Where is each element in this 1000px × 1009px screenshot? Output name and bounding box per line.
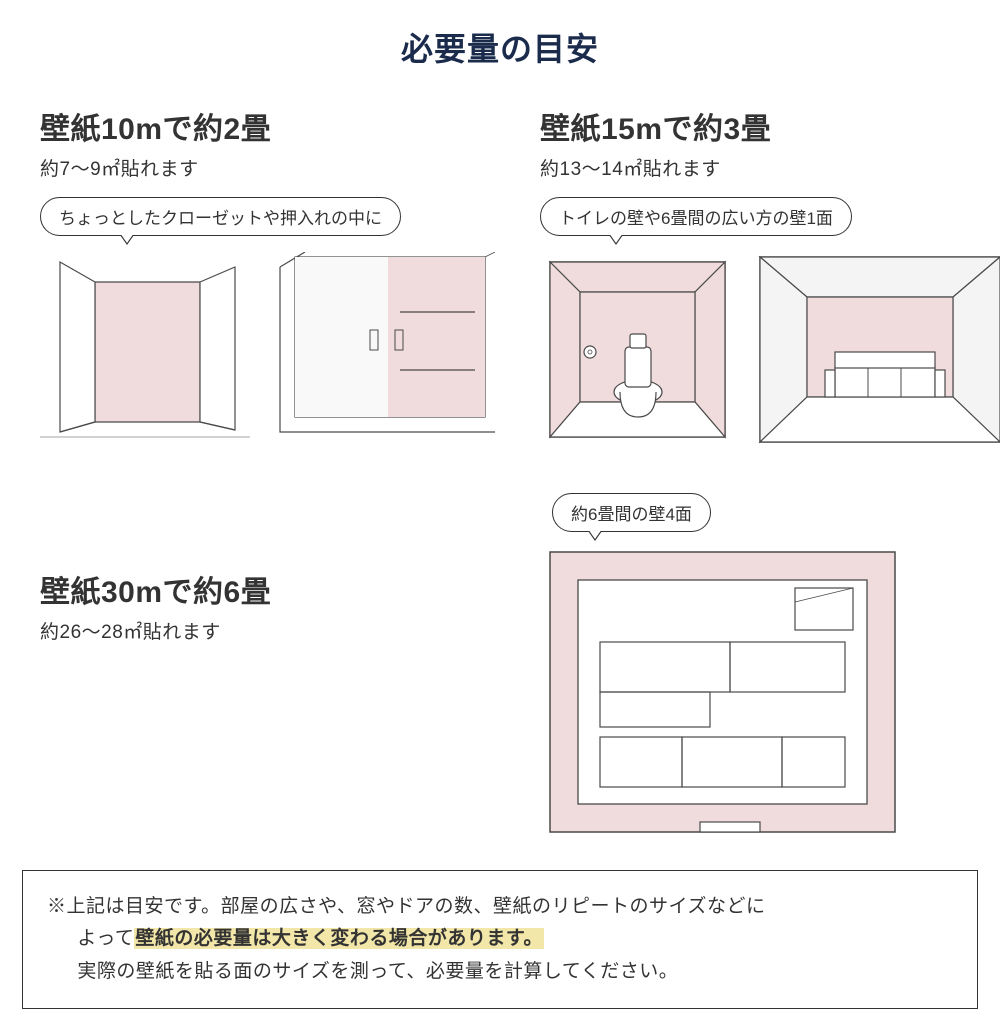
sub-30m: 約26〜28㎡貼れます xyxy=(40,617,500,644)
section-10m: 壁紙10mで約2畳 約7〜9㎡貼れます ちょっとしたクローゼットや押入れの中に xyxy=(40,104,500,447)
floorplan-icon xyxy=(540,542,910,842)
illus-row-10m xyxy=(40,252,500,442)
bubble-30m: 約6畳間の壁4面 xyxy=(552,493,711,532)
note-line2-wrap: よって壁紙の必要量は大きく変わる場合があります。 xyxy=(47,923,953,955)
heading-30m: 壁紙30mで約6畳 xyxy=(40,567,500,611)
page-title: 必要量の目安 xyxy=(0,0,1000,104)
illus-row-15m xyxy=(540,252,1000,447)
content-grid: 壁紙10mで約2畳 約7〜9㎡貼れます ちょっとしたクローゼットや押入れの中に xyxy=(0,104,1000,842)
footer-note: ※上記は目安です。部屋の広さや、窓やドアの数、壁紙のリピートのサイズなどに よっ… xyxy=(22,870,978,1009)
heading-10m: 壁紙10mで約2畳 xyxy=(40,104,500,148)
note-line2a: よって xyxy=(77,928,134,949)
bubble-15m: トイレの壁や6畳間の広い方の壁1面 xyxy=(540,197,852,236)
section-15m: 壁紙15mで約3畳 約13〜14㎡貼れます トイレの壁や6畳間の広い方の壁1面 xyxy=(540,104,1000,447)
section-30m: 壁紙30mで約6畳 約26〜28㎡貼れます xyxy=(40,477,500,842)
bubble-10m: ちょっとしたクローゼットや押入れの中に xyxy=(40,197,401,236)
note-line1: ※上記は目安です。部屋の広さや、窓やドアの数、壁紙のリピートのサイズなどに xyxy=(47,896,765,917)
sub-10m: 約7〜9㎡貼れます xyxy=(40,154,500,181)
sliding-closet-icon xyxy=(270,252,500,442)
closet-icon xyxy=(40,252,250,442)
note-line3: 実際の壁紙を貼る面のサイズを測って、必要量を計算してください。 xyxy=(47,956,953,988)
note-highlight: 壁紙の必要量は大きく変わる場合があります。 xyxy=(134,928,544,949)
room-accent-icon xyxy=(755,252,1000,447)
toilet-room-icon xyxy=(540,252,735,447)
heading-15m: 壁紙15mで約3畳 xyxy=(540,104,1000,148)
sub-15m: 約13〜14㎡貼れます xyxy=(540,154,1000,181)
section-30m-plan: 約6畳間の壁4面 xyxy=(540,477,1000,842)
floorplan-wrap xyxy=(540,542,1000,842)
